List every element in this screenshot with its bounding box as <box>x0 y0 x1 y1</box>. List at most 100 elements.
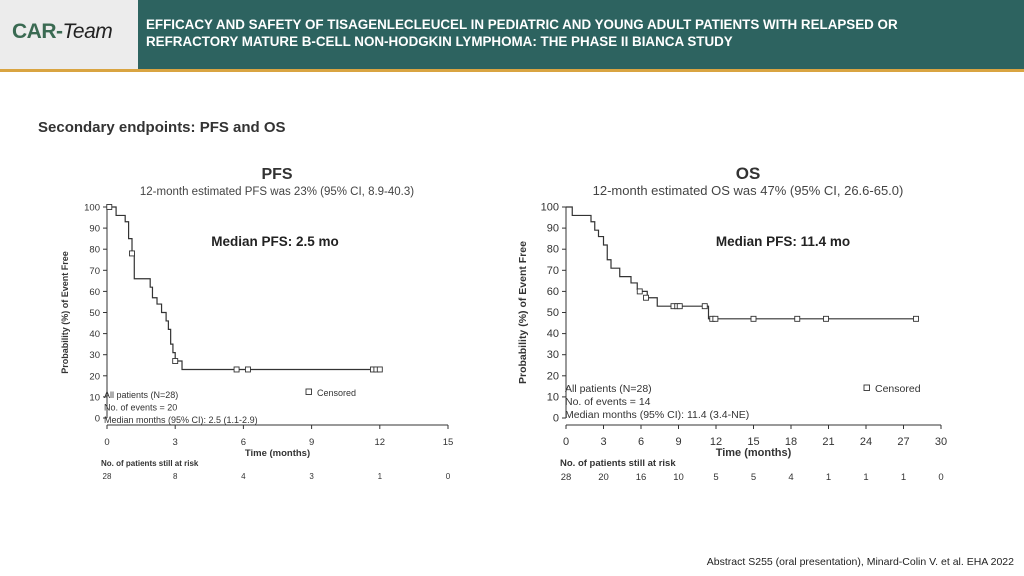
chart-subtitle: 12-month estimated OS was 47% (95% CI, 2… <box>593 183 904 198</box>
censored-marker <box>712 315 719 322</box>
risk-value: 1 <box>826 472 831 483</box>
x-tick-label: 15 <box>747 436 759 448</box>
risk-value: 1 <box>378 472 383 481</box>
y-tick-label: 80 <box>89 245 100 256</box>
y-tick-label: 60 <box>547 286 559 298</box>
chart-title: OS <box>736 164 761 183</box>
risk-value: 10 <box>673 472 684 483</box>
chart-0: PFS 12-month estimated PFS was 23% (95% C… <box>60 166 453 481</box>
censored-marker <box>643 294 649 301</box>
censored-marker <box>172 358 179 364</box>
median-annotation: Median PFS: 2.5 mo <box>211 234 339 249</box>
y-tick-label: 60 <box>89 287 100 298</box>
risk-table-title: No. of patients still at risk <box>560 458 676 469</box>
censored-marker <box>676 303 683 310</box>
censored-marker <box>701 303 708 310</box>
stats-line: All patients (N=28) <box>104 390 178 400</box>
header: CAR-Team EFFICACY AND SAFETY OF TISAGENL… <box>0 0 1024 72</box>
chart-title: PFS <box>261 166 292 183</box>
legend-censored-marker <box>863 384 870 391</box>
y-tick-label: 80 <box>547 244 559 256</box>
slide-title-line-1: EFFICACY AND SAFETY OF TISAGENLECLEUCEL … <box>146 17 898 32</box>
x-tick-label: 6 <box>241 437 246 448</box>
censored-marker <box>636 288 643 295</box>
risk-value: 20 <box>598 472 609 483</box>
slide-title-line-2: REFRACTORY MATURE B-CELL NON-HODGKIN LYM… <box>146 34 733 49</box>
median-annotation: Median PFS: 11.4 mo <box>716 234 850 249</box>
y-tick-label: 30 <box>547 349 559 361</box>
x-axis-label: Time (months) <box>245 448 310 459</box>
y-tick-label: 0 <box>95 414 100 425</box>
logo-area: CAR-Team <box>0 0 138 72</box>
risk-value: 0 <box>446 472 451 481</box>
censored-marker <box>376 366 383 373</box>
x-tick-label: 12 <box>710 436 722 448</box>
risk-value: 16 <box>636 472 647 483</box>
y-tick-label: 30 <box>89 350 100 361</box>
y-axis-label: Probability (%) of Event Free <box>60 251 70 374</box>
censored-marker <box>233 366 240 373</box>
risk-value: 1 <box>901 472 906 483</box>
y-tick-label: 70 <box>89 266 100 277</box>
section-title: Secondary endpoints: PFS and OS <box>38 119 286 136</box>
x-tick-label: 12 <box>375 437 386 448</box>
censored-marker <box>913 315 919 322</box>
x-tick-label: 27 <box>897 436 909 448</box>
legend-censored-label: Censored <box>317 388 356 398</box>
risk-value: 1 <box>863 472 868 483</box>
x-tick-label: 21 <box>822 436 834 448</box>
y-tick-label: 90 <box>89 224 100 235</box>
logo-main-text: CAR <box>12 20 57 43</box>
y-tick-label: 20 <box>547 370 559 382</box>
risk-value: 28 <box>103 472 112 481</box>
logo-dash: - <box>56 20 63 43</box>
y-tick-label: 10 <box>547 391 559 403</box>
censored-marker <box>129 250 135 257</box>
y-tick-label: 100 <box>84 203 100 214</box>
y-tick-label: 40 <box>547 328 559 340</box>
logo-team-text: Team <box>62 20 113 43</box>
y-tick-label: 50 <box>89 308 100 319</box>
risk-value: 4 <box>788 472 793 483</box>
x-tick-label: 24 <box>860 436 872 448</box>
x-tick-label: 18 <box>785 436 797 448</box>
y-tick-label: 20 <box>89 371 100 382</box>
stats-line: No. of events = 14 <box>565 396 651 408</box>
legend-censored-marker <box>305 388 312 395</box>
y-tick-label: 50 <box>547 307 559 319</box>
car-team-logo: CAR-Team <box>12 20 113 44</box>
x-tick-label: 15 <box>443 437 454 448</box>
title-banner: EFFICACY AND SAFETY OF TISAGENLECLEUCEL … <box>138 0 1024 72</box>
risk-value: 5 <box>751 472 756 483</box>
risk-value: 8 <box>173 472 178 481</box>
x-tick-label: 0 <box>563 436 569 448</box>
x-tick-label: 3 <box>600 436 606 448</box>
x-tick-label: 30 <box>935 436 947 448</box>
y-axis-label: Probability (%) of Event Free <box>517 241 529 384</box>
stats-line: Median months (95% CI): 2.5 (1.1-2.9) <box>104 415 258 425</box>
x-tick-label: 6 <box>638 436 644 448</box>
y-tick-label: 100 <box>541 202 559 214</box>
y-tick-label: 10 <box>89 392 100 403</box>
x-tick-label: 9 <box>309 437 314 448</box>
risk-value: 0 <box>938 472 943 483</box>
citation: Abstract S255 (oral presentation), Minar… <box>706 556 1014 568</box>
legend-censored-label: Censored <box>875 383 921 395</box>
x-tick-label: 0 <box>104 437 109 448</box>
risk-value: 3 <box>309 472 314 481</box>
y-tick-label: 70 <box>547 265 559 277</box>
censored-marker <box>244 366 251 373</box>
x-axis-label: Time (months) <box>716 447 792 459</box>
censored-marker <box>823 315 829 322</box>
risk-value: 28 <box>561 472 572 483</box>
risk-table-title: No. of patients still at risk <box>101 459 199 468</box>
km-step-line <box>107 206 383 371</box>
x-tick-label: 3 <box>173 437 178 448</box>
risk-value: 5 <box>713 472 718 483</box>
censored-marker <box>106 204 113 210</box>
y-tick-label: 0 <box>553 413 559 425</box>
chart-subtitle: 12-month estimated PFS was 23% (95% CI, … <box>140 186 414 198</box>
stats-line: No. of events = 20 <box>104 403 177 413</box>
